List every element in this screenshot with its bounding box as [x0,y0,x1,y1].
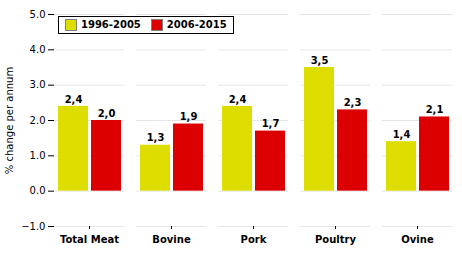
svg-text:2,1: 2,1 [426,104,444,115]
svg-text:3.0: 3.0 [30,79,46,90]
html-text:2006-2015: 2006-2015 [166,19,227,30]
svg-text:% change per annum: % change per annum [4,67,15,174]
svg-text:4.0: 4.0 [30,44,46,55]
svg-text:Poultry: Poultry [315,234,356,245]
svg-text:1,3: 1,3 [147,132,165,143]
svg-text:0.0: 0.0 [30,185,46,196]
svg-text:Total Meat: Total Meat [60,234,119,245]
svg-text:2.0: 2.0 [30,115,46,126]
svg-text:2,0: 2,0 [98,108,116,119]
svg-text:Ovine: Ovine [401,234,434,245]
svg-text:2,4: 2,4 [65,94,83,105]
svg-text:5.0: 5.0 [30,9,46,20]
svg-text:−1.0: −1.0 [21,221,45,232]
svg-text:Bovine: Bovine [152,234,191,245]
html-text:1996-2005: 1996-2005 [81,19,141,30]
svg-text:3,5: 3,5 [311,55,329,66]
svg-text:1,9: 1,9 [180,111,198,122]
svg-text:1,7: 1,7 [262,118,280,129]
svg-text:1.0: 1.0 [30,150,46,161]
svg-text:2,3: 2,3 [344,97,362,108]
svg-text:1,4: 1,4 [393,129,411,140]
svg-text:Pork: Pork [241,234,267,245]
svg-text:2,4: 2,4 [229,94,247,105]
